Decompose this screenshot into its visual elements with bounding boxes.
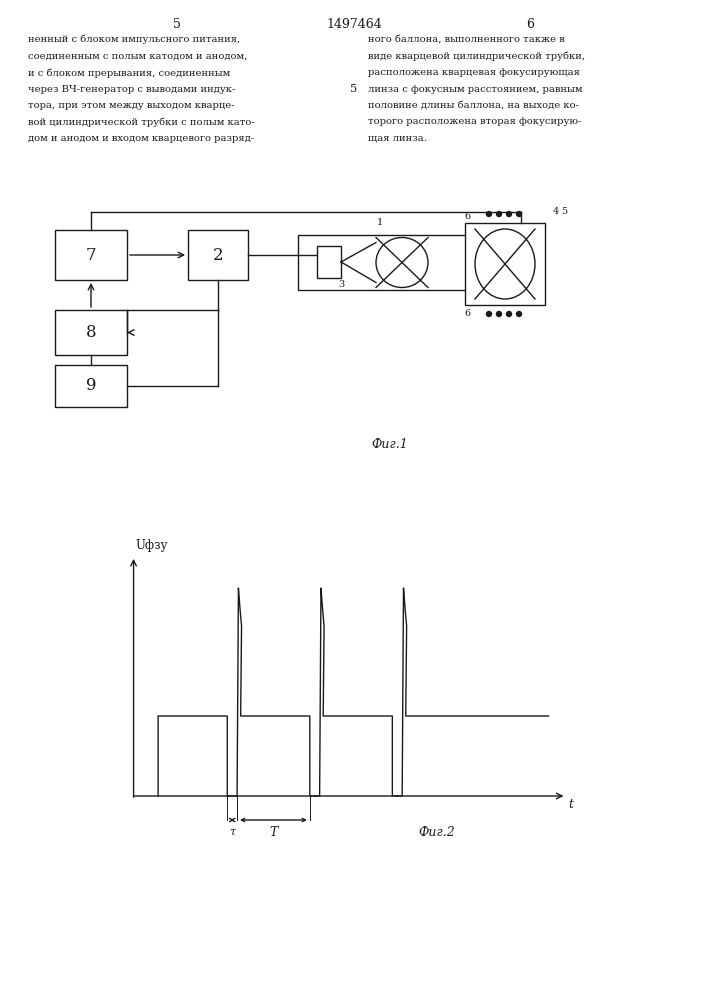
Text: 5: 5 [173, 18, 181, 31]
Text: половине длины баллона, на выходе ко-: половине длины баллона, на выходе ко- [368, 101, 579, 110]
Circle shape [517, 312, 522, 316]
Text: 6: 6 [464, 212, 470, 221]
Text: Фиг.1: Фиг.1 [372, 438, 409, 451]
Text: 4: 4 [553, 207, 559, 216]
Text: t: t [568, 798, 573, 811]
Circle shape [486, 212, 491, 217]
Text: 8: 8 [86, 324, 96, 341]
Text: 1: 1 [377, 218, 383, 227]
Text: ненный с блоком импульсного питания,: ненный с блоком импульсного питания, [28, 35, 240, 44]
Text: 2: 2 [213, 246, 223, 263]
Circle shape [506, 212, 511, 217]
Text: расположена кварцевая фокусирующая: расположена кварцевая фокусирующая [368, 68, 580, 77]
Circle shape [517, 212, 522, 217]
Bar [55, 310, 127, 355]
Text: 6: 6 [464, 309, 470, 318]
Text: и с блоком прерывания, соединенным: и с блоком прерывания, соединенным [28, 68, 230, 78]
Circle shape [486, 312, 491, 316]
Text: вой цилиндрической трубки с полым като-: вой цилиндрической трубки с полым като- [28, 117, 255, 127]
Text: через ВЧ-генератор с выводами индук-: через ВЧ-генератор с выводами индук- [28, 85, 235, 94]
Circle shape [496, 212, 501, 217]
Bar [465, 223, 545, 305]
Ellipse shape [376, 237, 428, 288]
Text: 3: 3 [338, 280, 344, 289]
Text: 5: 5 [351, 85, 358, 95]
Text: виде кварцевой цилиндрической трубки,: виде кварцевой цилиндрической трубки, [368, 51, 585, 61]
Text: 1497464: 1497464 [326, 18, 382, 31]
Text: 9: 9 [86, 377, 96, 394]
Bar [188, 230, 248, 280]
Text: торого расположена вторая фокусирую-: торого расположена вторая фокусирую- [368, 117, 581, 126]
Text: 7: 7 [86, 246, 96, 263]
Text: 5: 5 [561, 207, 567, 216]
Text: линза с фокусным расстоянием, равным: линза с фокусным расстоянием, равным [368, 85, 583, 94]
Text: щая линза.: щая линза. [368, 134, 427, 143]
Circle shape [496, 312, 501, 316]
Bar [55, 365, 127, 407]
Bar [317, 246, 341, 278]
Text: дом и анодом и входом кварцевого разряд-: дом и анодом и входом кварцевого разряд- [28, 134, 254, 143]
Text: T: T [269, 826, 278, 839]
Text: Uфзу: Uфзу [136, 539, 168, 552]
Circle shape [506, 312, 511, 316]
Text: тора, при этом между выходом кварце-: тора, при этом между выходом кварце- [28, 101, 235, 110]
Text: соединенным с полым катодом и анодом,: соединенным с полым катодом и анодом, [28, 51, 247, 60]
Ellipse shape [475, 229, 535, 299]
Bar [55, 230, 127, 280]
Bar [298, 235, 503, 290]
Text: ного баллона, выполненного также в: ного баллона, выполненного также в [368, 35, 565, 44]
Text: Фиг.2: Фиг.2 [419, 826, 455, 839]
Text: τ: τ [229, 826, 235, 836]
Text: 6: 6 [526, 18, 534, 31]
